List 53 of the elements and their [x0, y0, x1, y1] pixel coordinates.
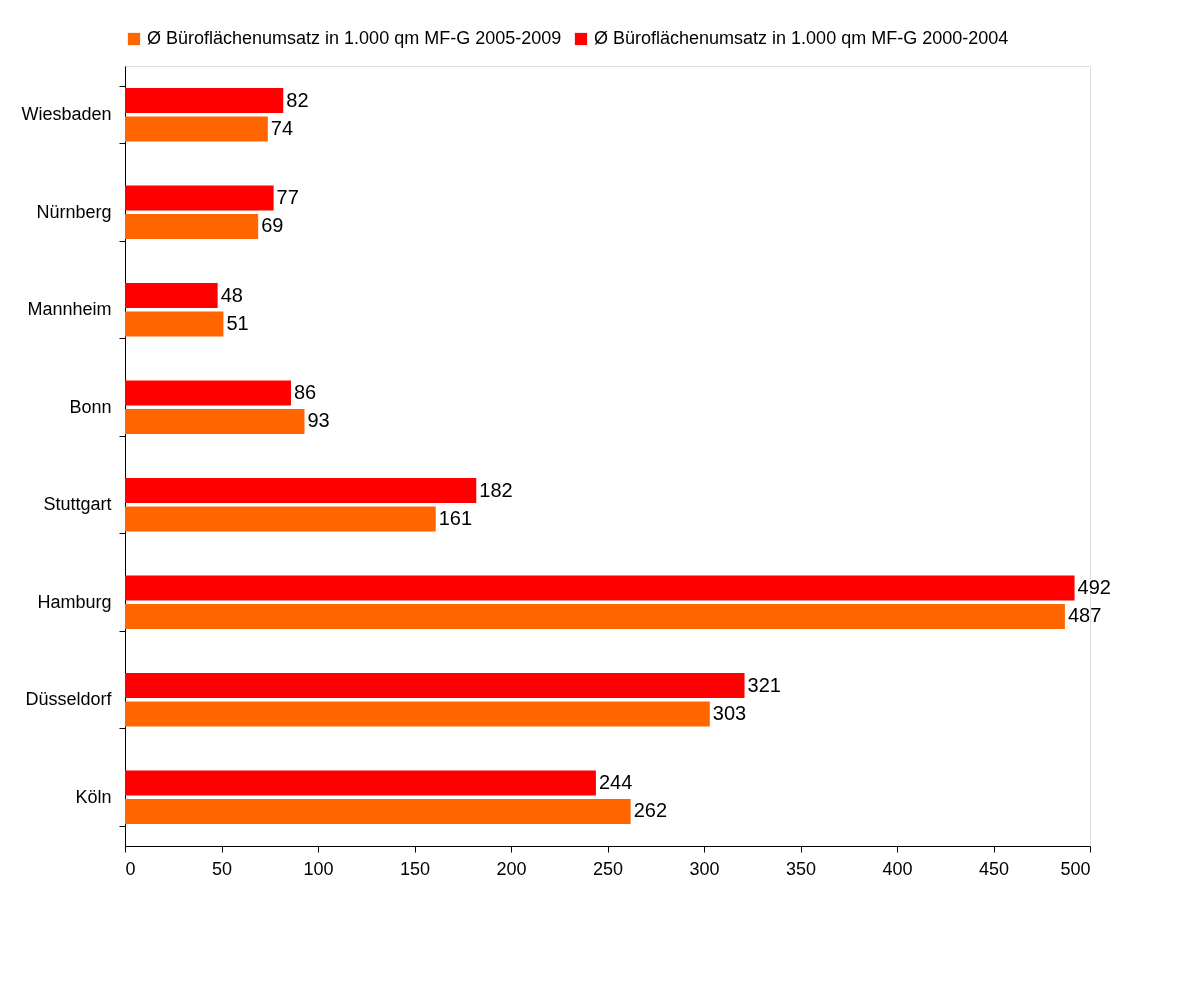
data-label: 303 — [712, 701, 747, 724]
bar — [125, 88, 284, 114]
x-tick-label: 150 — [399, 858, 431, 879]
x-tick-label: 400 — [882, 858, 913, 879]
x-tick-label: 100 — [303, 858, 334, 879]
data-label: 77 — [276, 186, 299, 209]
bar — [125, 673, 745, 699]
data-label: 48 — [220, 283, 243, 306]
data-label: 69 — [261, 214, 284, 237]
y-tick-label: Mannheim — [27, 299, 112, 320]
bar — [125, 283, 218, 309]
y-tick-label: Stuttgart — [43, 494, 112, 515]
bar — [125, 770, 596, 796]
y-tick-label: Wiesbaden — [21, 104, 112, 125]
bar — [125, 311, 224, 337]
legend-label: Ø Büroflächenumsatz in 1.000 qm MF-G 2005-2009 — [147, 28, 562, 48]
x-tick-label: 200 — [496, 858, 527, 879]
x-tick-label: 0 — [125, 858, 136, 879]
data-label: 74 — [270, 116, 294, 139]
x-tick-label: 500 — [1060, 858, 1091, 879]
x-tick-label: 250 — [592, 858, 624, 879]
bar — [125, 478, 477, 504]
data-label: 487 — [1067, 604, 1102, 627]
bar — [125, 185, 274, 211]
data-label: 86 — [293, 381, 317, 404]
data-label: 244 — [598, 771, 633, 794]
bar — [125, 213, 259, 239]
data-label: 51 — [226, 311, 249, 334]
bar — [125, 798, 631, 824]
x-tick-label: 450 — [978, 858, 1010, 879]
x-tick-label: 50 — [211, 858, 233, 879]
data-label: 262 — [633, 799, 668, 822]
data-label: 161 — [438, 506, 473, 529]
bar — [125, 701, 710, 727]
y-tick-label: Nürnberg — [36, 201, 112, 222]
data-label: 492 — [1077, 576, 1111, 599]
data-label: 93 — [307, 409, 330, 432]
bar — [125, 380, 291, 406]
x-tick-label: 300 — [689, 858, 720, 879]
bar — [125, 506, 436, 532]
bar — [125, 408, 305, 434]
bar — [125, 575, 1075, 601]
legend-label: Ø Büroflächenumsatz in 1.000 qm MF-G 2000-2004 — [594, 28, 1009, 48]
data-label: 182 — [479, 478, 513, 501]
y-tick-label: Hamburg — [37, 591, 112, 612]
data-label: 82 — [286, 88, 309, 111]
x-tick-label: 350 — [785, 858, 817, 879]
data-label: 321 — [747, 673, 781, 696]
y-tick-label: Köln — [75, 786, 112, 807]
bar — [125, 116, 268, 142]
y-tick-label: Bonn — [69, 396, 112, 417]
bar — [125, 603, 1065, 629]
y-tick-label: Düsseldorf — [25, 689, 113, 710]
